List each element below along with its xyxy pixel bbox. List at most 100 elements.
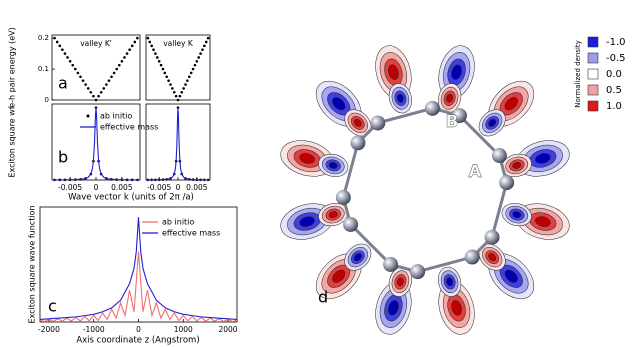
data-point: [189, 71, 193, 75]
y-tick-label: 0: [45, 96, 49, 104]
x-tick-label: -0.005: [147, 183, 171, 192]
data-point: [155, 56, 159, 59]
data-point: [133, 40, 137, 44]
data-point: [180, 90, 184, 94]
atom: [350, 135, 366, 151]
x-tick-label: 0.005: [111, 183, 133, 192]
colorbar-label: -0.5: [606, 53, 626, 64]
density-lobe: [535, 153, 551, 164]
data-point: [165, 75, 169, 79]
density-lobe: [512, 211, 522, 219]
legend-label: effective mass: [100, 123, 158, 132]
data-point: [178, 94, 182, 98]
density-lobe: [332, 269, 346, 283]
data-point: [112, 71, 116, 75]
data-point: [110, 75, 113, 79]
density-lobe: [299, 153, 315, 164]
data-line: [39, 251, 238, 323]
density-lobe: [446, 277, 454, 287]
data-point: [115, 67, 119, 71]
legend-label: ab initio: [100, 112, 132, 121]
density-lobe: [328, 211, 338, 219]
legend-marker: [86, 114, 90, 118]
density-lobe: [512, 161, 522, 169]
data-point: [191, 67, 195, 71]
atom: [343, 216, 359, 232]
atom: [499, 175, 515, 191]
data-point: [84, 83, 87, 86]
atom: [424, 100, 440, 116]
data-point: [195, 60, 199, 63]
density-lobe: [332, 97, 346, 111]
colorbar-swatch: [587, 52, 599, 64]
atom: [383, 256, 399, 272]
colorbar-swatch: [587, 84, 599, 96]
data-line: [145, 107, 211, 181]
density-lobe: [488, 118, 497, 127]
data-point: [146, 36, 150, 40]
atom: [451, 108, 467, 124]
bond: [349, 223, 392, 266]
data-point: [157, 60, 161, 63]
colorbar-label: -1.0: [606, 37, 626, 48]
atom: [410, 264, 426, 280]
site-label: B: [446, 112, 459, 132]
data-point: [201, 48, 204, 52]
molecule-panel: [280, 45, 570, 335]
data-line: [51, 107, 141, 181]
density-lobe: [353, 253, 362, 262]
bond: [377, 106, 433, 125]
data-point: [172, 90, 176, 94]
density-lobe: [451, 300, 462, 316]
bond: [341, 142, 360, 198]
bond: [458, 114, 501, 157]
data-point: [68, 60, 72, 63]
y-axis-label: Exciton square wave function: [28, 205, 37, 323]
density-lobe: [535, 216, 551, 227]
data-point: [161, 67, 165, 71]
data-point: [193, 63, 197, 67]
density-lobe: [299, 216, 315, 227]
y-tick-label: 0.2: [38, 34, 49, 42]
data-point: [86, 87, 90, 90]
density-lobe: [504, 269, 518, 283]
data-point: [79, 75, 82, 79]
panel-label: b: [58, 148, 68, 167]
atom: [464, 249, 480, 265]
data-point: [107, 79, 111, 82]
data-point: [206, 36, 210, 40]
data-point: [197, 56, 201, 59]
atom: [491, 148, 507, 164]
data-point: [167, 79, 170, 82]
data-point: [76, 71, 80, 75]
x-axis-label: Wave vector k (units of 2π /a): [68, 193, 194, 203]
bond: [417, 255, 473, 274]
data-point: [120, 60, 124, 63]
y-axis-label: Exciton square wf: [8, 106, 17, 177]
data-point: [63, 52, 67, 55]
panel-label: d: [318, 288, 328, 307]
x-tick-label: 0.005: [186, 183, 208, 192]
data-point: [203, 44, 206, 48]
data-point: [174, 94, 178, 98]
data-point: [128, 48, 131, 52]
colorbar-label: 0.0: [606, 69, 622, 80]
colorbar-title: Normalized density: [574, 40, 582, 108]
data-point: [99, 90, 103, 94]
data-point: [204, 40, 208, 44]
data-point: [130, 44, 134, 48]
data-point: [92, 94, 95, 98]
density-lobe: [488, 253, 497, 262]
data-point: [136, 36, 139, 40]
data-point: [66, 56, 69, 59]
panel-annotation: valley K: [163, 39, 194, 48]
data-point: [182, 87, 185, 90]
density-lobe: [451, 64, 462, 80]
data-point: [152, 48, 155, 52]
x-tick-label: -1000: [83, 325, 105, 334]
density-lobe: [353, 118, 362, 127]
x-tick-label: 0: [136, 325, 141, 334]
atom: [484, 229, 500, 245]
data-point: [81, 79, 85, 82]
